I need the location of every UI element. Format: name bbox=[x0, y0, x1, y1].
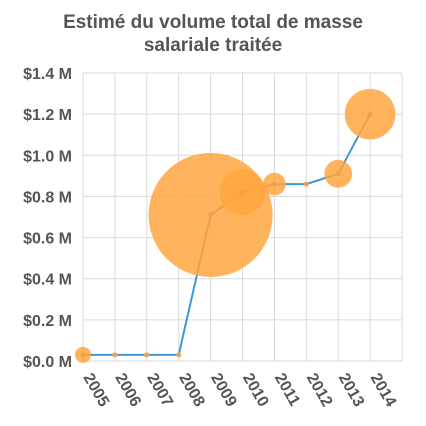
y-tick-label: $0.4 M bbox=[23, 272, 72, 289]
y-tick-label: $0.6 M bbox=[23, 231, 72, 248]
x-tick-label: 2010 bbox=[239, 371, 272, 410]
data-point bbox=[112, 352, 118, 358]
y-tick-label: $0.0 M bbox=[23, 354, 72, 371]
data-point bbox=[176, 352, 182, 358]
x-tick-label: 2014 bbox=[367, 371, 400, 410]
x-tick-label: 2009 bbox=[207, 371, 240, 410]
y-tick-label: $0.2 M bbox=[23, 313, 72, 330]
x-tick-label: 2005 bbox=[80, 371, 113, 410]
points bbox=[80, 111, 373, 358]
x-axis-ticks: 2005 2006 2007 2008 2009 2010 2011 2012 2013 2014 bbox=[80, 371, 400, 410]
data-point bbox=[303, 181, 309, 187]
chart-title-line-1: Estimé du volume total de masse bbox=[63, 12, 363, 33]
data-point bbox=[240, 189, 245, 195]
x-tick-label: 2011 bbox=[271, 371, 303, 410]
data-point bbox=[271, 181, 277, 187]
data-point bbox=[335, 171, 341, 177]
data-point bbox=[208, 212, 214, 218]
data-point bbox=[367, 111, 373, 117]
x-tick-label: 2013 bbox=[335, 371, 368, 410]
x-tick-label: 2007 bbox=[143, 371, 176, 410]
bubbles bbox=[74, 88, 396, 363]
x-tick-label: 2008 bbox=[175, 371, 208, 410]
x-tick-label: 2006 bbox=[111, 371, 144, 410]
y-tick-label: $1.4 M bbox=[23, 66, 72, 83]
y-axis-ticks: $0.0 M $0.2 M $0.4 M $0.6 M $0.8 M $1.0 M $1.2… bbox=[23, 66, 72, 371]
y-tick-label: $1.0 M bbox=[23, 148, 72, 165]
chart-title-line-2: salariale traitée bbox=[144, 35, 282, 56]
data-point bbox=[144, 352, 150, 358]
y-tick-label: $1.2 M bbox=[23, 107, 72, 124]
data-point bbox=[80, 352, 86, 358]
x-tick-label: 2012 bbox=[303, 371, 336, 410]
y-tick-label: $0.8 M bbox=[23, 189, 72, 206]
